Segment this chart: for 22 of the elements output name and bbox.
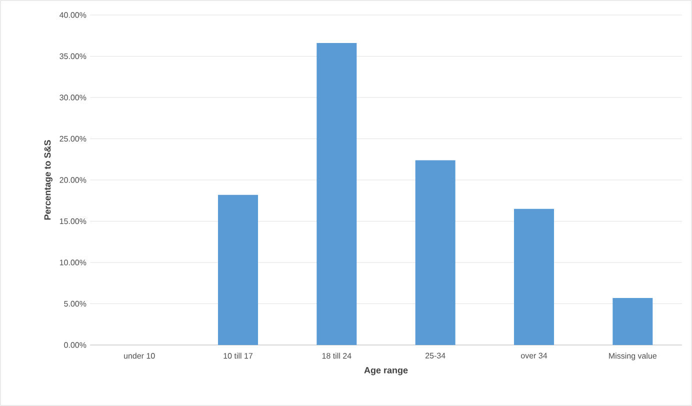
x-tick-label: 25-34 [426, 352, 446, 358]
y-tick-label: 5.00% [64, 300, 86, 307]
y-tick-label: 0.00% [64, 342, 86, 348]
y-tick-label: 20.00% [60, 177, 86, 183]
x-tick-label: 18 till 24 [322, 352, 352, 359]
x-tick-label: under 10 [124, 352, 155, 359]
y-tick-label: 30.00% [60, 94, 86, 100]
bar [415, 160, 456, 345]
x-tick-label: Missing value [609, 352, 657, 360]
y-tick-label: 40.00% [60, 12, 86, 18]
x-axis-title: Age range [364, 367, 408, 376]
bar [514, 208, 554, 345]
y-tick-label: 25.00% [60, 136, 86, 142]
y-tick-label: 15.00% [60, 218, 86, 224]
y-tick-label: 35.00% [60, 53, 86, 60]
y-axis-title: Percentage to S&S [44, 140, 52, 220]
x-tick-label: 10 till 17 [224, 352, 252, 359]
bar [612, 298, 653, 345]
y-tick-label: 10.00% [60, 260, 86, 266]
x-tick-label: over 34 [520, 352, 548, 358]
bar [316, 43, 357, 345]
bar [218, 194, 258, 345]
